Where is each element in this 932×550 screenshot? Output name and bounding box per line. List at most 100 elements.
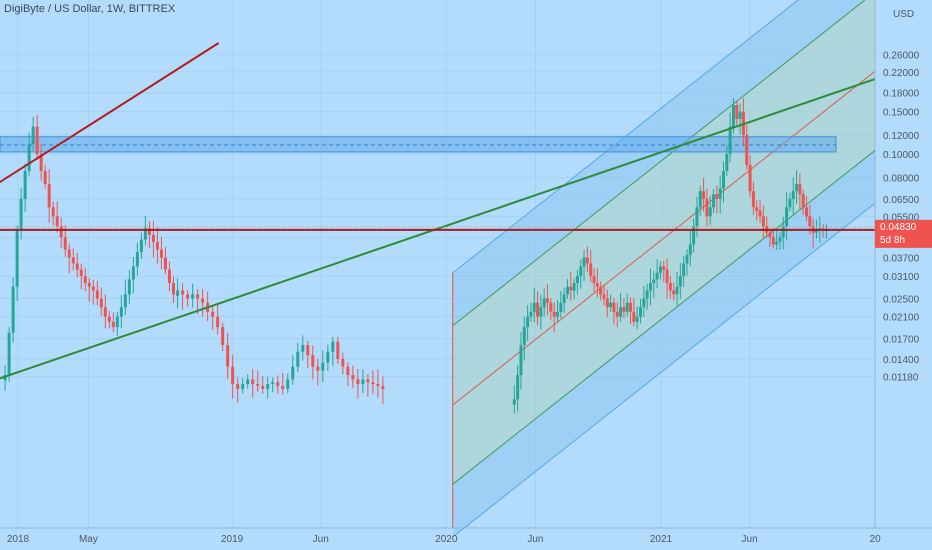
candle-body (11, 286, 15, 333)
candle-body (698, 191, 702, 208)
candle-body (103, 307, 107, 317)
candle-body (356, 379, 360, 385)
candle-body (778, 237, 782, 242)
candle-body (652, 279, 656, 284)
candle-body (761, 216, 765, 227)
candle-body (27, 144, 31, 171)
candle-body (336, 341, 340, 359)
candle-body (748, 164, 752, 192)
candle-body (662, 266, 666, 270)
candle-body (111, 321, 115, 328)
candle-body (99, 298, 103, 308)
candle-body (612, 302, 616, 312)
candle-body (728, 126, 732, 154)
candle-body (306, 345, 310, 356)
candle-body (718, 188, 722, 199)
candle-body (808, 216, 812, 227)
y-tick-label: 0.22000 (883, 68, 920, 79)
candle-body (731, 105, 735, 127)
x-tick-label: Jun (742, 534, 758, 545)
candle-body (755, 207, 759, 211)
candle-body (688, 244, 692, 255)
x-tick-label: May (79, 534, 98, 545)
candle-body (589, 263, 593, 277)
y-tick-label: 0.06500 (883, 195, 920, 206)
candle-body (781, 226, 785, 238)
candle-body (55, 216, 59, 227)
candle-body (39, 154, 43, 171)
candle-body (788, 198, 792, 208)
candle-body (119, 307, 123, 317)
candle-body (702, 191, 706, 199)
candle-body (512, 399, 516, 405)
candle-body (775, 241, 779, 245)
candle-body (785, 207, 789, 227)
y-axis-unit-label: USD (893, 9, 914, 20)
candle-body (241, 384, 245, 389)
candle-body (539, 307, 543, 317)
candle-body (211, 311, 215, 317)
candle-body (261, 385, 265, 389)
bar-countdown-tag: 5d 8h (880, 234, 906, 246)
candle-body (143, 228, 147, 240)
candle-body (798, 183, 802, 195)
candle-body (51, 207, 55, 217)
last-price-tag: 0.04830 (880, 221, 917, 233)
candle-body (131, 266, 135, 280)
candle-body (256, 384, 260, 386)
candle-body (768, 232, 772, 238)
x-tick-label: Jun (527, 534, 543, 545)
candle-body (599, 286, 603, 295)
candle-body (43, 170, 47, 184)
candle-body (79, 269, 83, 277)
candle-body (692, 226, 696, 245)
candle-body (291, 366, 295, 380)
candle-body (35, 126, 39, 154)
x-tick-label: 2020 (435, 534, 458, 545)
last-price-tag-bg (875, 219, 932, 248)
candle-body (595, 283, 599, 287)
candle-body (236, 384, 240, 389)
candle-body (159, 249, 163, 258)
candle-body (602, 294, 606, 299)
candle-body (163, 257, 167, 270)
y-tick-label: 0.03100 (883, 272, 920, 283)
candle-body (23, 170, 27, 199)
green-trendline (0, 70, 897, 380)
candle-body (59, 226, 63, 238)
candle-body (609, 302, 613, 308)
candle-body (123, 294, 127, 308)
candle-body (326, 351, 330, 363)
candle-body (672, 290, 676, 295)
candle-body (301, 345, 305, 352)
channel-lower-outer-band (452, 133, 897, 537)
candle-body (147, 228, 151, 235)
candle-body (296, 351, 300, 367)
candle-body (629, 302, 633, 312)
candle-body (351, 374, 355, 380)
candle-body (281, 385, 285, 389)
y-tick-label: 0.10000 (883, 150, 920, 161)
candle-body (579, 266, 583, 277)
candle-body (526, 316, 530, 328)
candle-body (286, 379, 290, 389)
candle-body (83, 276, 87, 284)
candle-body (75, 263, 79, 270)
candle-body (516, 374, 520, 400)
candle-body (107, 316, 111, 322)
candle-body (738, 111, 742, 119)
y-tick-label: 0.05500 (883, 212, 920, 223)
candle-body (371, 382, 375, 385)
candle-body (575, 276, 579, 284)
candle-body (181, 290, 185, 295)
candle-body (271, 382, 275, 385)
candle-body (115, 316, 119, 328)
candle-body (559, 302, 563, 312)
candle-body (546, 298, 550, 303)
resistance-zone (0, 136, 837, 153)
y-tick-label: 0.03700 (883, 254, 920, 265)
candle-body (381, 385, 385, 389)
candle-body (572, 283, 576, 291)
